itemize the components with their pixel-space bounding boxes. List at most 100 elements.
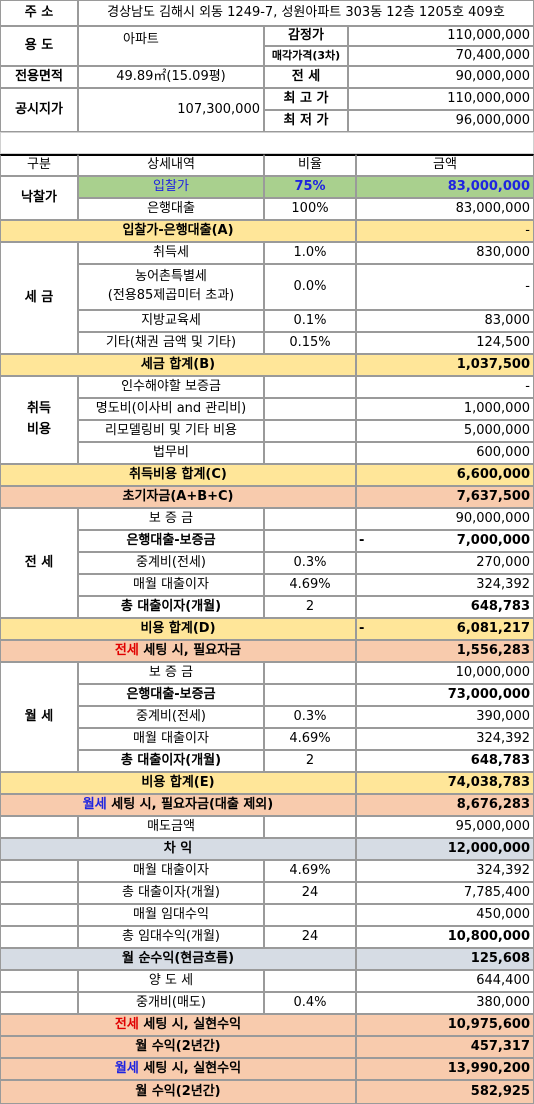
ws-total-interest-amount: 648,783 [356,750,534,772]
js-monthly-value: 457,317 [356,1036,534,1058]
sale-label: 매도금액 [78,816,264,838]
ws-need-label: 월세 세팅 시, 필요자금(대출 제외) [0,794,356,816]
transfer-tax-label: 양 도 세 [78,970,264,992]
profit-value: 12,000,000 [356,838,534,860]
js-need-label: 전세 세팅 시, 필요자금 [0,640,356,662]
ws-total-interest-label: 총 대출이자(개월) [78,750,264,772]
bid-label: 입찰가 [78,176,264,198]
js-total-interest-label: 총 대출이자(개월) [78,596,264,618]
js-deposit-ratio [264,508,356,530]
js-interest-label: 매월 대출이자 [78,574,264,596]
transfer-tax-amount: 644,400 [356,970,534,992]
js-need-word: 전세 [114,642,139,658]
js-need-value: 1,556,283 [356,640,534,662]
total-interest-months: 24 [264,882,356,904]
broker-sale-blank [0,992,78,1014]
appraisal-label: 감정가 [264,26,348,46]
total-rent-months: 24 [264,926,356,948]
js-cost-total-number: 6,081,217 [456,620,530,636]
broker-sale-amount: 380,000 [356,992,534,1014]
tax-edu-amount: 83,000 [356,310,534,332]
loan-label: 은행대출 [78,198,264,220]
acq-legal-amount: 600,000 [356,442,534,464]
js-real-label: 전세 세팅 시, 실현수익 [0,1014,356,1036]
acq-deposit-label: 인수해야할 보증금 [78,376,264,398]
ws-broker-amount: 390,000 [356,706,534,728]
js-real-rest: 세팅 시, 실현수익 [138,1016,242,1032]
month-rent-label: 매월 임대수익 [78,904,264,926]
acq-legal-ratio [264,442,356,464]
js-loan-deposit-dash: - [359,532,365,548]
init-fund-value: 7,637,500 [356,486,534,508]
tax-total-label: 세금 합계(B) [0,354,356,376]
acq-deposit-ratio [264,376,356,398]
net-income-value: 125,608 [356,948,534,970]
js-real-word: 전세 [114,1016,139,1032]
area-label: 전용면적 [0,66,78,88]
tax-rural-label: 농어촌특별세 (전용85제곱미터 초과) [78,264,264,310]
month-rent-ratio [264,904,356,926]
month-rent-amount: 450,000 [356,904,534,926]
sale-price-value: 70,400,000 [348,46,534,66]
total-interest-label: 총 대출이자(개월) [78,882,264,904]
jeonse-group-label: 전 세 [0,508,78,618]
acq-remodel-label: 리모델링비 및 기타 비용 [78,420,264,442]
tax-group-label: 세 금 [0,242,78,354]
ws-loan-deposit-label: 은행대출-보증금 [78,684,264,706]
js-monthly-label: 월 수익(2년간) [0,1036,356,1058]
col-detail-header: 상세내역 [78,154,264,176]
ws-real-label: 월세 세팅 시, 실현수익 [0,1058,356,1080]
sale-amount: 95,000,000 [356,816,534,838]
acq-moving-amount: 1,000,000 [356,398,534,420]
total-rent-amount: 10,800,000 [356,926,534,948]
bid-amount: 83,000,000 [356,176,534,198]
bid-minus-loan-label: 입찰가-은행대출(A) [0,220,356,242]
month-interest-amount: 324,392 [356,860,534,882]
total-rent-blank [0,926,78,948]
col-category-header: 구분 [0,154,78,176]
acq-group-label-line2: 비용 [27,422,51,437]
js-interest-amount: 324,392 [356,574,534,596]
js-deposit-label: 보 증 금 [78,508,264,530]
ws-interest-label: 매월 대출이자 [78,728,264,750]
tax-acq-label: 취득세 [78,242,264,264]
js-need-rest: 세팅 시, 필요자금 [138,642,242,658]
transfer-tax-ratio [264,970,356,992]
month-rent-blank [0,904,78,926]
month-interest-ratio: 4.69% [264,860,356,882]
acq-remodel-ratio [264,420,356,442]
tax-rural-amount: - [356,264,534,310]
js-loan-deposit-label: 은행대출-보증금 [78,530,264,552]
js-interest-ratio: 4.69% [264,574,356,596]
ws-deposit-label: 보 증 금 [78,662,264,684]
ws-broker-ratio: 0.3% [264,706,356,728]
max-price-label: 최 고 가 [264,88,348,110]
ws-deposit-ratio [264,662,356,684]
net-income-label: 월 순수익(현금흐름) [0,948,356,970]
jeonse-label: 전 세 [264,66,348,88]
sale-blank [0,816,78,838]
official-price-label: 공시지가 [0,88,78,132]
tax-edu-label: 지방교육세 [78,310,264,332]
acq-group-label: 취득 비용 [0,376,78,464]
bid-ratio: 75% [264,176,356,198]
acq-remodel-amount: 5,000,000 [356,420,534,442]
js-loan-deposit-ratio [264,530,356,552]
total-rent-label: 총 임대수익(개월) [78,926,264,948]
tax-acq-amount: 830,000 [356,242,534,264]
init-fund-label: 초기자금(A+B+C) [0,486,356,508]
tax-etc-amount: 124,500 [356,332,534,354]
ws-interest-amount: 324,392 [356,728,534,750]
tax-rural-ratio: 0.0% [264,264,356,310]
ws-real-rest: 세팅 시, 실현수익 [138,1060,242,1076]
bid-group-label: 낙찰가 [0,176,78,220]
ws-cost-total-value: 74,038,783 [356,772,534,794]
ws-interest-ratio: 4.69% [264,728,356,750]
js-deposit-amount: 90,000,000 [356,508,534,530]
js-loan-deposit-amount: - 7,000,000 [356,530,534,552]
ws-loan-deposit-amount: 73,000,000 [356,684,534,706]
tax-rural-label-line2: (전용85제곱미터 초과) [107,288,235,303]
ws-need-word: 월세 [82,796,107,812]
usage-value: 아파트 [78,26,264,66]
acq-deposit-amount: - [356,376,534,398]
